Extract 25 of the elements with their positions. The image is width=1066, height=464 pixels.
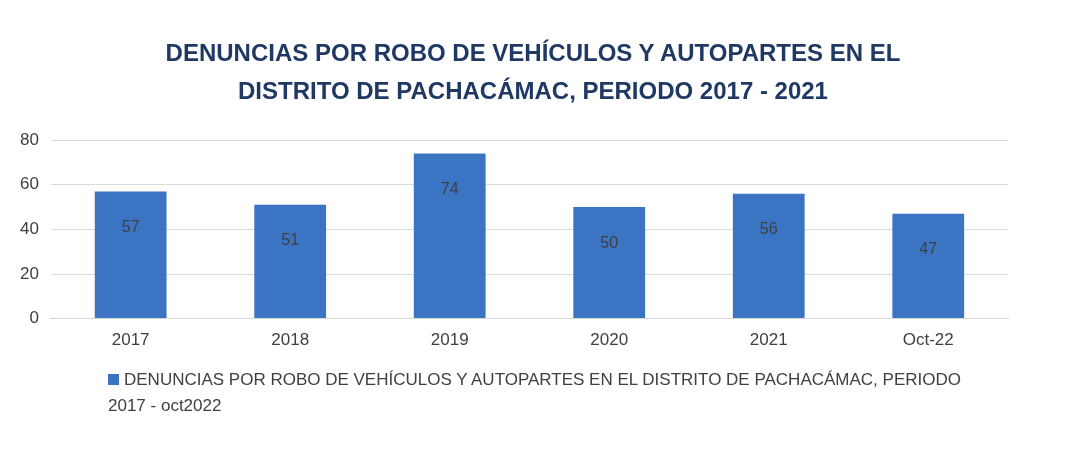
x-tick-label: 2019	[430, 330, 469, 350]
x-tick-label: 2020	[590, 330, 629, 350]
data-label: 51	[281, 231, 300, 249]
y-tick-label: 60	[19, 174, 39, 194]
bar	[732, 193, 805, 319]
y-tick-label: 80	[19, 129, 39, 149]
data-label: 56	[759, 220, 778, 238]
data-label: 57	[121, 217, 140, 235]
y-tick-label: 0	[29, 308, 39, 328]
data-label: 74	[440, 179, 459, 197]
x-tick-label: 2021	[749, 330, 788, 350]
x-tick-label: 2017	[111, 330, 150, 350]
chart-title: DENUNCIAS POR ROBO DE VEHÍCULOS Y AUTOPARTES EN EL DISTRITO DE PACHACÁMAC, PERIODO 2017 - 2021	[164, 38, 902, 106]
x-tick-label: Oct-22	[902, 330, 954, 350]
data-label: 47	[919, 240, 938, 258]
legend-label: DENUNCIAS POR ROBO DE VEHÍCULOS Y AUTOPARTES EN EL DISTRITO DE PACHACÁMAC, PERIODO 2017 - oct2022	[108, 370, 961, 415]
data-label: 50	[600, 233, 619, 251]
bar	[413, 153, 486, 319]
x-tick-label: 2018	[271, 330, 310, 350]
y-tick-label: 40	[19, 219, 39, 239]
bar	[254, 204, 327, 319]
bar	[892, 213, 965, 319]
bar	[94, 191, 167, 319]
bar	[573, 207, 646, 319]
y-tick-label: 20	[19, 263, 39, 283]
